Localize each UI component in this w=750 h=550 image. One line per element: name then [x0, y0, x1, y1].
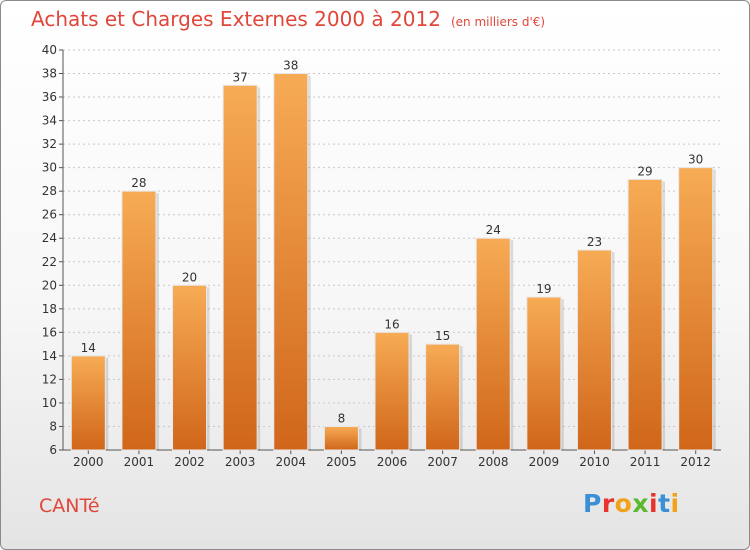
data-label: 8 — [338, 411, 346, 425]
logo-letter: i — [670, 489, 680, 518]
bar — [70, 355, 106, 451]
bar — [425, 343, 461, 451]
x-tick-label: 2006 — [377, 455, 408, 469]
bar — [627, 178, 663, 451]
bar — [121, 190, 157, 451]
data-label: 38 — [283, 59, 298, 73]
y-tick-label: 38 — [42, 67, 57, 81]
bar — [475, 237, 511, 451]
x-tick-label: 2007 — [427, 455, 458, 469]
logo-letter: i — [649, 489, 659, 518]
y-tick-label: 26 — [42, 208, 57, 222]
y-tick-label: 18 — [42, 302, 57, 316]
y-tick-label: 32 — [42, 137, 57, 151]
data-label: 23 — [587, 235, 602, 249]
bar — [273, 73, 309, 451]
logo-letter: P — [583, 489, 602, 518]
x-tick-label: 2001 — [124, 455, 155, 469]
logo-letter: r — [601, 489, 615, 518]
y-tick-label: 14 — [42, 349, 57, 363]
data-label: 20 — [182, 270, 197, 284]
logo-letter: t — [658, 489, 671, 518]
x-tick-label: 2002 — [174, 455, 205, 469]
bar — [222, 84, 258, 451]
y-tick-label: 20 — [42, 278, 57, 292]
bar — [526, 296, 562, 451]
data-label: 29 — [637, 164, 652, 178]
chart-title: Achats et Charges Externes 2000 à 2012 — [31, 7, 441, 31]
x-tick-label: 2008 — [478, 455, 509, 469]
x-tick-label: 2004 — [275, 455, 306, 469]
y-tick-label: 36 — [42, 90, 57, 104]
logo-letter: x — [632, 489, 649, 518]
y-tick-label: 8 — [49, 419, 57, 433]
y-tick-label: 10 — [42, 396, 57, 410]
data-label: 15 — [435, 329, 450, 343]
data-label: 19 — [536, 282, 551, 296]
bar — [323, 425, 359, 451]
commune-name: CANTé — [39, 495, 100, 517]
y-tick-label: 6 — [49, 443, 57, 457]
data-label: 24 — [486, 223, 501, 237]
bar — [576, 249, 612, 451]
x-tick-label: 2010 — [579, 455, 610, 469]
data-label: 14 — [81, 341, 96, 355]
title-line: Achats et Charges Externes 2000 à 2012 (e… — [31, 7, 545, 31]
x-tick-label: 2009 — [529, 455, 560, 469]
y-tick-label: 12 — [42, 372, 57, 386]
y-tick-label: 24 — [42, 231, 57, 245]
proxiti-logo: Proxiti — [583, 489, 680, 518]
logo-letter: o — [614, 489, 633, 518]
y-tick-label: 16 — [42, 325, 57, 339]
data-label: 37 — [233, 70, 248, 84]
x-tick-label: 2005 — [326, 455, 357, 469]
x-tick-label: 2000 — [73, 455, 104, 469]
bar — [678, 167, 714, 451]
data-label: 28 — [131, 176, 146, 190]
y-tick-label: 30 — [42, 161, 57, 175]
bars — [70, 73, 716, 451]
y-tick-label: 40 — [42, 43, 57, 57]
y-tick-label: 28 — [42, 184, 57, 198]
y-tick-label: 22 — [42, 255, 57, 269]
x-tick-label: 2012 — [680, 455, 711, 469]
bar — [172, 284, 208, 451]
bar — [374, 331, 410, 451]
data-label: 16 — [384, 317, 399, 331]
x-tick-label: 2011 — [630, 455, 661, 469]
y-tick-label: 34 — [42, 114, 57, 128]
labels: 6 8 10 12 14 16 18 20 22 24 26 28 30 32 34 36 38 40 14 2000… — [42, 43, 711, 469]
chart-subtitle: (en milliers d'€) — [450, 15, 546, 29]
x-tick-label: 2003 — [225, 455, 256, 469]
data-label: 30 — [688, 153, 703, 167]
